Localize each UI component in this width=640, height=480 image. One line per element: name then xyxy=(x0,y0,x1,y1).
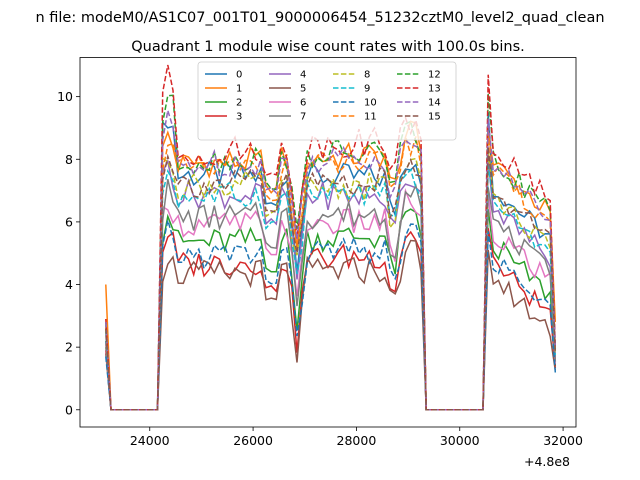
legend-label-0: 0 xyxy=(236,70,242,81)
legend-label-6: 6 xyxy=(300,98,306,109)
y-tick-label: 2 xyxy=(65,340,73,355)
legend-label-13: 13 xyxy=(428,84,441,95)
legend-label-14: 14 xyxy=(428,98,441,109)
legend-label-5: 5 xyxy=(300,84,306,95)
legend-label-11: 11 xyxy=(364,112,377,123)
series-line-15 xyxy=(105,146,557,411)
x-tick-label: 30000 xyxy=(440,433,480,448)
chart-title: Quadrant 1 module wise count rates with … xyxy=(131,39,525,55)
x-tick-label: 32000 xyxy=(543,433,583,448)
y-tick-label: 10 xyxy=(57,89,73,104)
y-tick-label: 8 xyxy=(65,152,73,167)
legend-label-9: 9 xyxy=(364,84,370,95)
legend-label-8: 8 xyxy=(364,70,370,81)
legend-label-12: 12 xyxy=(428,70,441,81)
legend-label-1: 1 xyxy=(236,84,242,95)
axes-frame xyxy=(79,57,577,428)
axis-ticks: 24000 26000 28000 30000 32000 0 2 4 6 8 10 xyxy=(57,89,583,448)
y-tick-label: 6 xyxy=(65,214,73,229)
plot-area xyxy=(105,64,557,411)
x-tick-label: 24000 xyxy=(130,433,170,448)
figure-suptitle: n file: modeM0/AS1C07_001T01_9000006454_… xyxy=(35,10,604,26)
legend-label-15: 15 xyxy=(428,112,441,123)
x-tick-label: 26000 xyxy=(233,433,273,448)
legend-box xyxy=(197,61,457,141)
x-offset-text: +4.8e8 xyxy=(524,454,570,469)
x-tick-label: 28000 xyxy=(337,433,377,448)
series-line-10 xyxy=(105,220,557,411)
y-tick-label: 0 xyxy=(65,402,73,417)
series-line-14 xyxy=(105,110,557,411)
legend-label-10: 10 xyxy=(364,98,377,109)
legend-label-2: 2 xyxy=(236,98,242,109)
legend-label-4: 4 xyxy=(300,70,306,81)
y-tick-label: 4 xyxy=(65,277,73,292)
series-line-5 xyxy=(105,239,557,411)
legend-label-7: 7 xyxy=(300,112,306,123)
legend-label-3: 3 xyxy=(236,112,242,123)
